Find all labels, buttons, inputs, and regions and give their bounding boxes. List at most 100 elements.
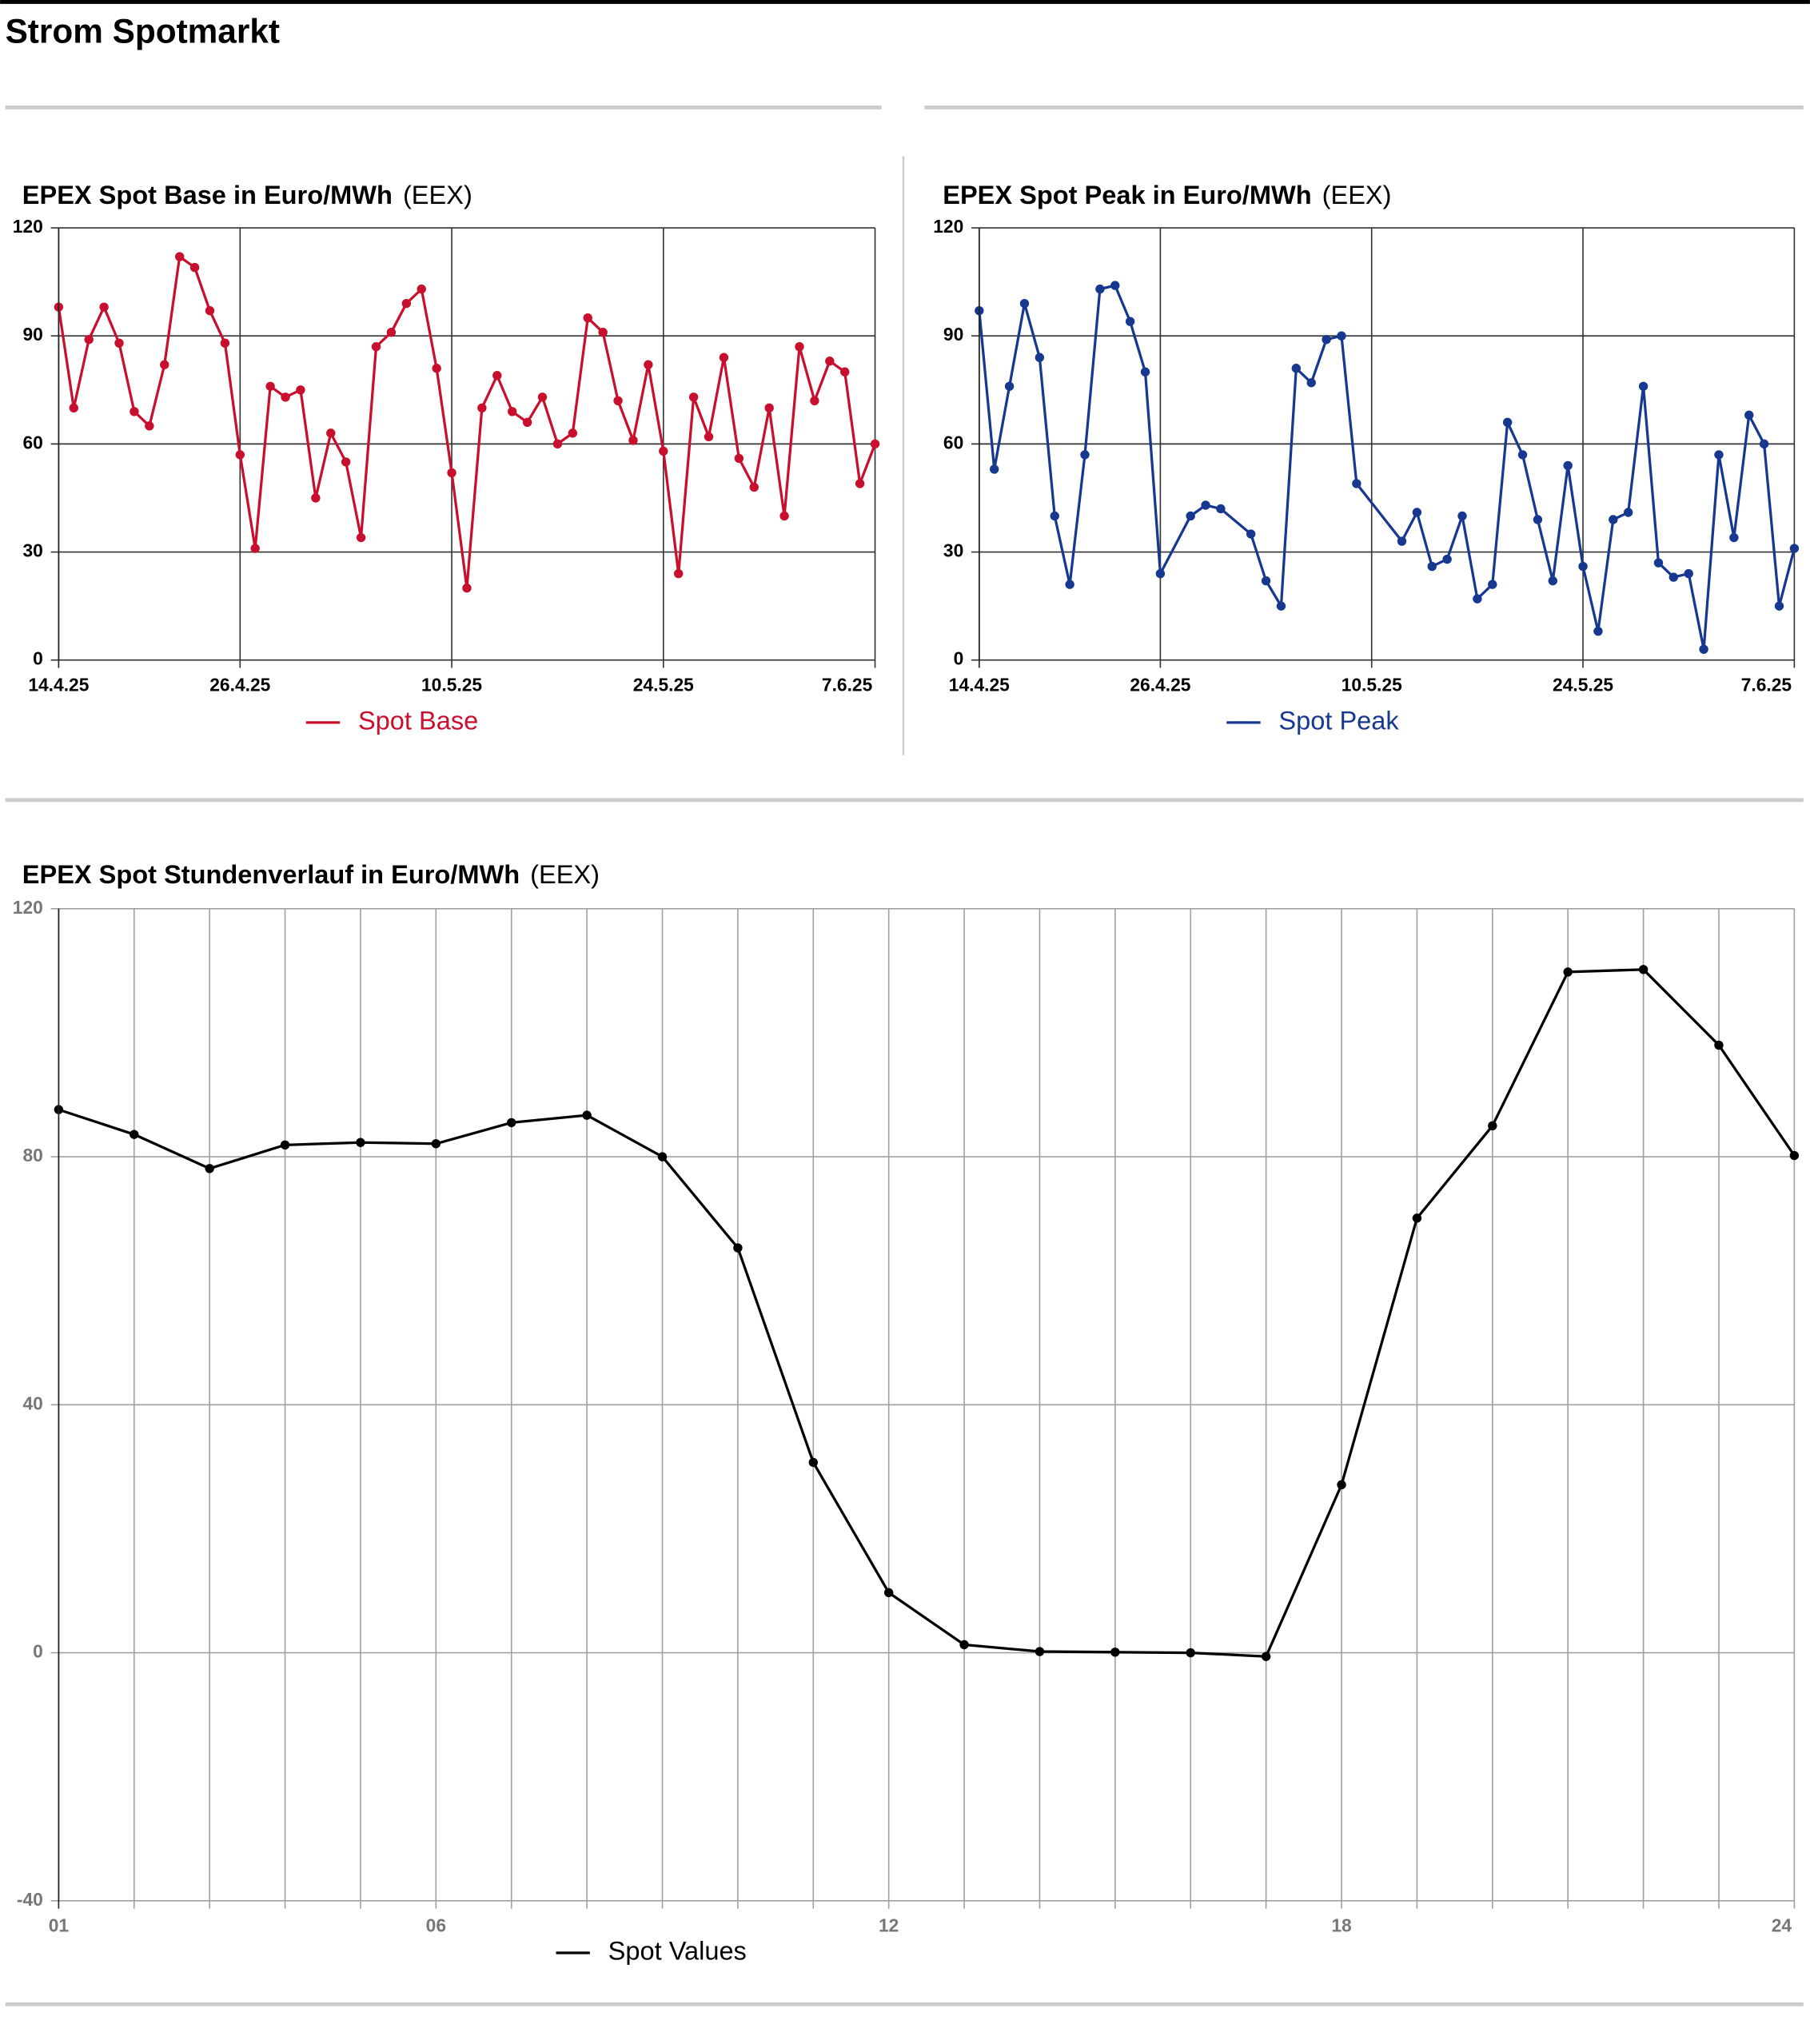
y-tick-label: 120 xyxy=(933,216,963,237)
data-point xyxy=(704,432,714,442)
legend-label: Spot Peak xyxy=(1278,707,1399,735)
data-point xyxy=(356,532,366,543)
data-point xyxy=(1668,572,1679,582)
data-point xyxy=(265,381,275,391)
data-point xyxy=(326,428,336,438)
data-point xyxy=(1638,381,1649,391)
data-point xyxy=(1110,1648,1120,1657)
data-point xyxy=(1789,544,1800,553)
source-text: (EEX) xyxy=(403,181,472,209)
data-point xyxy=(1337,331,1346,341)
x-tick-label: 14.4.25 xyxy=(949,674,1010,695)
data-point xyxy=(189,262,200,273)
data-point xyxy=(990,464,999,474)
data-point xyxy=(657,1152,668,1161)
data-point xyxy=(145,421,154,431)
legend-label: Spot Base xyxy=(358,707,478,735)
data-point xyxy=(281,392,290,402)
y-tick-label: 90 xyxy=(943,324,963,345)
x-tick-label: 12 xyxy=(879,1915,899,1935)
data-point xyxy=(477,403,487,413)
data-point xyxy=(1714,1040,1724,1050)
data-point xyxy=(1563,460,1573,471)
divider xyxy=(902,156,905,755)
x-tick-label: 14.4.25 xyxy=(28,674,89,695)
data-point xyxy=(235,450,245,460)
chart-title: EPEX Spot Base in Euro/MWh (EEX) xyxy=(22,181,472,209)
chart-title: EPEX Spot Peak in Euro/MWh (EEX) xyxy=(943,181,1391,209)
data-point xyxy=(1065,580,1074,589)
data-point xyxy=(250,544,260,553)
data-point xyxy=(1533,515,1543,524)
data-point xyxy=(1457,511,1467,521)
data-point xyxy=(1744,410,1754,420)
data-point xyxy=(84,335,94,345)
data-point xyxy=(431,1139,441,1149)
title-text: EPEX Spot Peak in Euro/MWh xyxy=(943,181,1311,209)
data-point xyxy=(779,511,789,521)
data-point xyxy=(1609,515,1618,524)
data-point xyxy=(386,327,397,337)
data-point xyxy=(1714,450,1724,460)
title-text: EPEX Spot Base in Euro/MWh xyxy=(22,181,393,209)
data-point xyxy=(507,1118,516,1128)
data-point xyxy=(1473,594,1482,604)
data-point xyxy=(280,1140,290,1150)
data-point xyxy=(69,403,78,413)
data-point xyxy=(341,457,351,467)
data-point xyxy=(1502,417,1513,428)
y-tick-label: 120 xyxy=(13,216,43,237)
data-point xyxy=(1050,511,1059,521)
data-point xyxy=(537,392,548,402)
data-point xyxy=(810,396,819,406)
data-point xyxy=(659,446,668,456)
data-point xyxy=(1427,561,1437,572)
data-point xyxy=(174,252,185,261)
data-point xyxy=(1246,529,1256,539)
data-point xyxy=(356,1138,365,1147)
divider xyxy=(924,105,1804,110)
data-point xyxy=(1412,1213,1422,1223)
data-point xyxy=(764,403,774,413)
data-point xyxy=(1593,626,1603,636)
data-point xyxy=(205,305,215,316)
x-tick-label: 01 xyxy=(49,1915,70,1935)
x-tick-label: 7.6.25 xyxy=(822,674,873,695)
series-line xyxy=(58,968,1796,1658)
data-point xyxy=(959,1640,969,1650)
data-point xyxy=(522,417,532,428)
top-bar xyxy=(0,0,1810,4)
data-point xyxy=(749,482,759,492)
x-tick-label: 06 xyxy=(426,1915,446,1935)
data-point xyxy=(674,568,684,579)
data-point xyxy=(1322,335,1331,345)
data-point xyxy=(568,428,578,438)
data-point xyxy=(1004,381,1015,391)
data-point xyxy=(205,1164,214,1173)
y-tick-label: 90 xyxy=(22,324,42,345)
data-point xyxy=(1019,298,1030,309)
data-point xyxy=(1125,317,1135,326)
data-point xyxy=(1442,554,1452,564)
data-point xyxy=(1578,561,1588,572)
divider xyxy=(5,105,882,110)
data-point xyxy=(883,1588,894,1598)
data-point xyxy=(1517,450,1528,460)
data-point xyxy=(1035,353,1045,362)
series-line xyxy=(57,255,877,590)
y-tick-label: 60 xyxy=(22,432,42,452)
divider xyxy=(5,798,1804,803)
data-point xyxy=(492,371,502,381)
title-text: EPEX Spot Stundenverlauf in Euro/MWh xyxy=(22,860,520,889)
y-tick-label: 0 xyxy=(33,648,43,669)
data-point xyxy=(1548,576,1557,586)
y-tick-label: 80 xyxy=(22,1145,42,1165)
y-tick-label: 30 xyxy=(22,540,42,561)
data-point xyxy=(1155,568,1166,579)
data-point xyxy=(1291,364,1302,373)
data-point xyxy=(825,357,835,366)
data-point xyxy=(1729,532,1739,543)
x-tick-label: 7.6.25 xyxy=(1741,674,1792,695)
y-tick-label: -40 xyxy=(17,1889,43,1910)
